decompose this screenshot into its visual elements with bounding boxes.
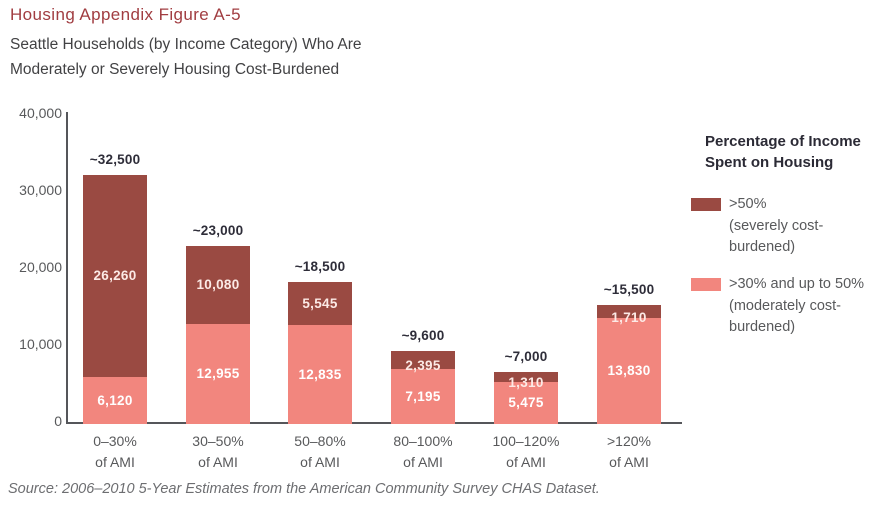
bar-segment-moderate [597,318,661,424]
legend-item-moderate: >30% and up to 50% (moderately cost- bur… [689,274,873,339]
bar-segment-severe [494,372,558,382]
bar-group: 2,395 7,195 [391,351,455,424]
x-tick-label: 30–50% of AMI [192,433,244,470]
y-tick-label: 0 [54,413,62,429]
x-axis-line [66,422,682,424]
bar-segment-moderate [494,382,558,424]
x-tick-label: 50–80% of AMI [294,433,346,470]
severe-swatch [691,198,721,211]
y-tick-label: 20,000 [19,259,62,275]
figure-subtitle-line2: Moderately or Severely Housing Cost-Burd… [10,61,340,78]
legend-title: Percentage of Income Spent on Housing [705,131,873,173]
bar-total-label: ~15,500 [603,282,655,297]
bar-group: 5,545 12,835 [288,282,352,424]
moderate-value-label: 6,120 [97,392,133,408]
legend: Percentage of Income Spent on Housing >5… [689,131,873,335]
x-tick-label: >120% of AMI [607,433,651,470]
moderate-value-label: 12,835 [298,366,342,382]
bar-group: 10,080 12,955 [186,246,250,424]
y-tick-label: 40,000 [19,105,62,121]
figure-title: Housing Appendix Figure A-5 [10,5,241,24]
legend-item-severe-label: >50% (severely cost- burdened) [729,196,824,255]
bar-group: 26,260 6,120 [83,175,147,424]
severe-value-label: 5,545 [302,295,338,311]
bar-segment-severe [83,175,147,377]
severe-value-label: 26,260 [93,268,137,283]
moderate-swatch [691,278,721,291]
moderate-value-label: 13,830 [607,363,651,378]
legend-title-line2: Spent on Housing [705,154,834,171]
severe-value-label: 1,710 [611,309,647,325]
legend-title-line1: Percentage of Income [705,133,861,150]
x-tick-label: 80–100% of AMI [393,433,453,470]
bar-segment-moderate [186,324,250,424]
legend-item-moderate-label: >30% and up to 50% (moderately cost- bur… [729,276,865,335]
y-tick-label: 10,000 [19,336,62,352]
bar-segment-moderate [83,377,147,424]
bar-total-label: ~9,600 [401,328,445,343]
bar-segment-moderate [288,325,352,424]
bar-segment-severe [288,282,352,325]
bar-segment-moderate [391,369,455,424]
moderate-value-label: 7,195 [405,388,441,404]
bar-segment-severe [186,246,250,324]
bar-group: 1,710 13,830 [597,305,661,424]
bar-segment-severe [597,305,661,318]
moderate-value-label: 12,955 [196,366,240,381]
severe-value-label: 1,310 [508,375,544,390]
bar-total-label: ~18,500 [294,259,346,274]
bar-total-label: ~7,000 [504,349,548,364]
x-tick-label: 0–30% of AMI [93,433,137,470]
severe-value-label: 2,395 [405,358,441,373]
source-note: Source: 2006–2010 5-Year Estimates from … [8,481,600,497]
bar-group: 1,310 5,475 [494,372,558,424]
x-tick-label: 100–120% of AMI [492,433,560,470]
legend-item-severe: >50% (severely cost- burdened) [689,194,873,259]
bar-total-label: ~23,000 [192,223,244,238]
bar-total-label: ~32,500 [89,152,141,167]
bar-segment-severe [391,351,455,369]
y-tick-label: 30,000 [19,182,62,198]
severe-value-label: 10,080 [196,277,240,292]
moderate-value-label: 5,475 [508,395,544,410]
figure-subtitle-line1: Seattle Households (by Income Category) … [10,36,362,53]
y-axis-line [66,112,68,424]
